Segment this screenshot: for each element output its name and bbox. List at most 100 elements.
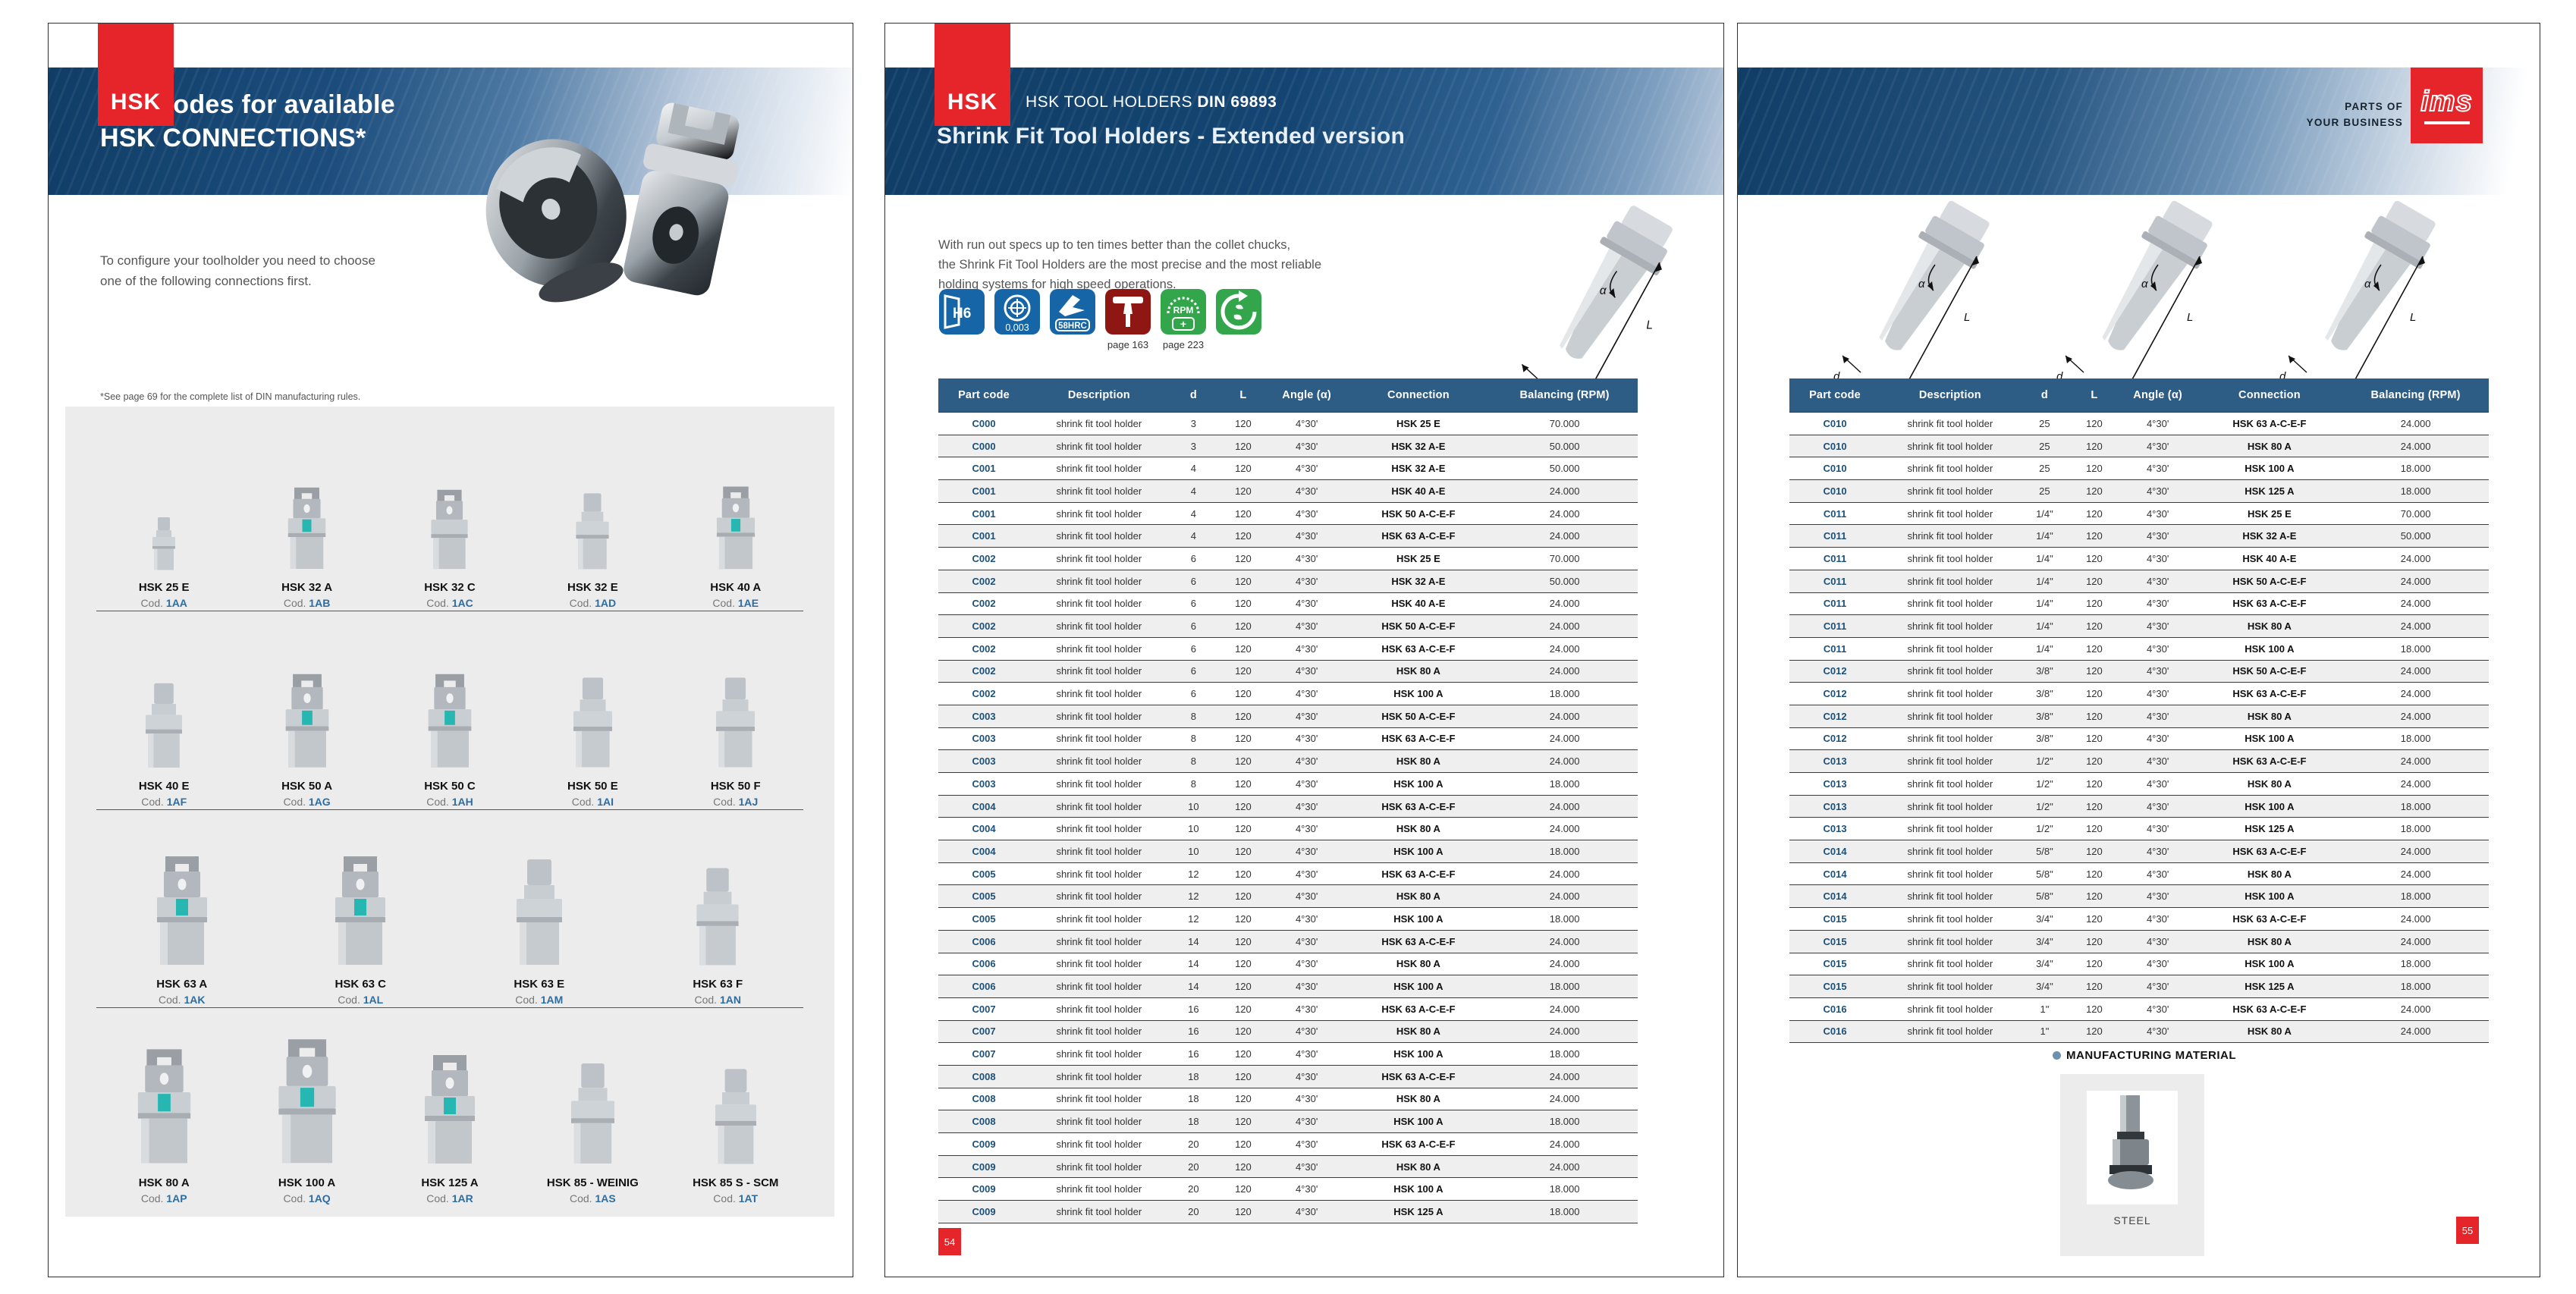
connections-grid: HSK 25 E Cod. 1AA	[65, 407, 834, 1217]
table-cell: HSK 32 A-E	[1345, 569, 1492, 592]
table-cell: C006	[938, 952, 1030, 975]
table-cell: HSK 63 A-C-E-F	[1345, 862, 1492, 885]
table-cell: C002	[938, 614, 1030, 638]
steel-part-photo	[2087, 1091, 2178, 1204]
svg-text:α: α	[2141, 278, 2148, 291]
cod-label: Cod.	[140, 1192, 164, 1204]
table-cell: C004	[938, 840, 1030, 863]
table-cell: 18.000	[1491, 1200, 1638, 1223]
ims-logo-text: ims	[2420, 85, 2473, 118]
table-cell: 24.000	[1491, 862, 1638, 885]
table-cell: 1/2"	[2019, 817, 2070, 840]
table-cell: 120	[1218, 1132, 1268, 1156]
table-cell: shrink fit tool holder	[1029, 1200, 1169, 1223]
table-cell: C002	[938, 547, 1030, 570]
table-cell: 6	[1168, 592, 1219, 615]
table-row: C000 shrink fit tool holder 3 120 4°30' HSK 3…	[938, 434, 1638, 457]
table-row: C008 shrink fit tool holder 18 120 4°30' HSK …	[938, 1110, 1638, 1133]
hsk-brand-label: HSK	[947, 90, 998, 115]
table-cell: shrink fit tool holder	[1029, 952, 1169, 975]
ims-logo-bar	[2424, 121, 2470, 124]
table-header-row: Part code Description d L Angle (α) Connectio…	[1789, 378, 2489, 413]
table-cell: 24.000	[1491, 794, 1638, 818]
table-cell: 3/8"	[2019, 659, 2070, 683]
product-code: 1AM	[540, 994, 564, 1007]
table-cell: C008	[938, 1087, 1030, 1110]
table-cell: shrink fit tool holder	[1880, 862, 2020, 885]
table-cell: HSK 100 A	[1345, 907, 1492, 931]
table-cell: shrink fit tool holder	[1029, 772, 1169, 796]
table-cell: 24.000	[2342, 434, 2489, 457]
column-header: L	[1218, 378, 1268, 413]
table-cell: HSK 63 A-C-E-F	[1345, 929, 1492, 953]
table-cell: 24.000	[1491, 1019, 1638, 1043]
table-cell: C015	[1789, 975, 1881, 998]
table-cell: HSK 100 A	[1345, 682, 1492, 705]
table-cell: HSK 80 A	[2196, 772, 2343, 796]
table-cell: 70.000	[1491, 412, 1638, 435]
table-cell: 4°30'	[2119, 884, 2197, 908]
table-cell: C011	[1789, 636, 1881, 661]
product-item: HSK 63 F Cod. 1AN	[653, 838, 782, 1006]
table-row: C001 shrink fit tool holder 4 120 4°30' HSK 3…	[938, 457, 1638, 480]
tool-holder-illustration	[576, 493, 609, 570]
table-cell: HSK 80 A	[2196, 704, 2343, 728]
table-cell: HSK 125 A	[1345, 1200, 1492, 1223]
dimension-diagram: α L d	[2044, 192, 2243, 403]
table-cell: shrink fit tool holder	[1029, 884, 1169, 908]
table-cell: 120	[2069, 929, 2119, 953]
product-item: HSK 40 E Cod. 1AF	[99, 640, 228, 808]
table-cell: C011	[1789, 614, 1881, 638]
table-cell: 4°30'	[1268, 1200, 1346, 1223]
product-cod-line: Cod. 1AL	[338, 994, 383, 1006]
table-cell: 24.000	[2342, 614, 2489, 638]
table-cell: HSK 80 A	[2196, 862, 2343, 885]
table-row: C011 shrink fit tool holder 1/4" 120 4°30' HS…	[1789, 501, 2489, 525]
table-cell: 4°30'	[1268, 704, 1346, 728]
hsk-brand-label: HSK	[110, 90, 162, 115]
table-cell: HSK 63 A-C-E-F	[1345, 1132, 1492, 1156]
table-cell: 25	[2019, 412, 2070, 435]
table-cell: 8	[1168, 772, 1219, 796]
product-code: 1AC	[451, 596, 473, 609]
table-row: C015 shrink fit tool holder 3/4" 120 4°30' HS…	[1789, 929, 2489, 953]
table-cell: shrink fit tool holder	[1880, 840, 2020, 863]
column-header: Angle (α)	[2119, 378, 2197, 413]
table-row: C005 shrink fit tool holder 12 120 4°30' HSK …	[938, 884, 1638, 908]
table-cell: HSK 40 A-E	[1345, 479, 1492, 503]
product-name: HSK 50 F	[710, 779, 761, 793]
table-cell: 24.000	[1491, 479, 1638, 503]
table-cell: shrink fit tool holder	[1029, 457, 1169, 480]
table-cell: C011	[1789, 592, 1881, 615]
table-cell: 120	[1218, 772, 1268, 796]
table-cell: 14	[1168, 975, 1219, 998]
table-cell: 18.000	[2342, 794, 2489, 818]
table-cell: 120	[1218, 1177, 1268, 1201]
table-cell: 120	[1218, 1019, 1268, 1043]
table-row: C012 shrink fit tool holder 3/8" 120 4°30' HS…	[1789, 682, 2489, 705]
table-cell: HSK 80 A	[1345, 884, 1492, 908]
table-cell: C010	[1789, 412, 1881, 435]
table-cell: 4°30'	[1268, 1132, 1346, 1156]
column-header: Description	[1880, 378, 2020, 413]
table-cell: 4°30'	[1268, 862, 1346, 885]
table-cell: 20	[1168, 1177, 1219, 1201]
table-cell: 120	[1218, 412, 1268, 435]
manufacturing-material-heading: MANUFACTURING MATERIAL	[2053, 1049, 2236, 1062]
table-cell: 120	[1218, 929, 1268, 953]
table-cell: C004	[938, 794, 1030, 818]
table-cell: 120	[1218, 749, 1268, 773]
shrink-fit-holder-diagram: α L d	[1833, 200, 1990, 388]
product-name: HSK 85 S - SCM	[693, 1176, 779, 1189]
table-cell: 25	[2019, 457, 2070, 480]
table-cell: 120	[1218, 1042, 1268, 1066]
table-cell: 4°30'	[2119, 975, 2197, 998]
table-cell: 16	[1168, 997, 1219, 1021]
table-cell: 1"	[2019, 1019, 2070, 1044]
table-row: C011 shrink fit tool holder 1/4" 120 4°30' HS…	[1789, 614, 2489, 638]
table-cell: HSK 100 A	[1345, 1110, 1492, 1133]
table-cell: 4°30'	[1268, 772, 1346, 796]
product-cod-line: Cod. 1AQ	[283, 1192, 330, 1204]
table-cell: C008	[938, 1110, 1030, 1133]
product-cod-line: Cod. 1AI	[572, 796, 614, 808]
